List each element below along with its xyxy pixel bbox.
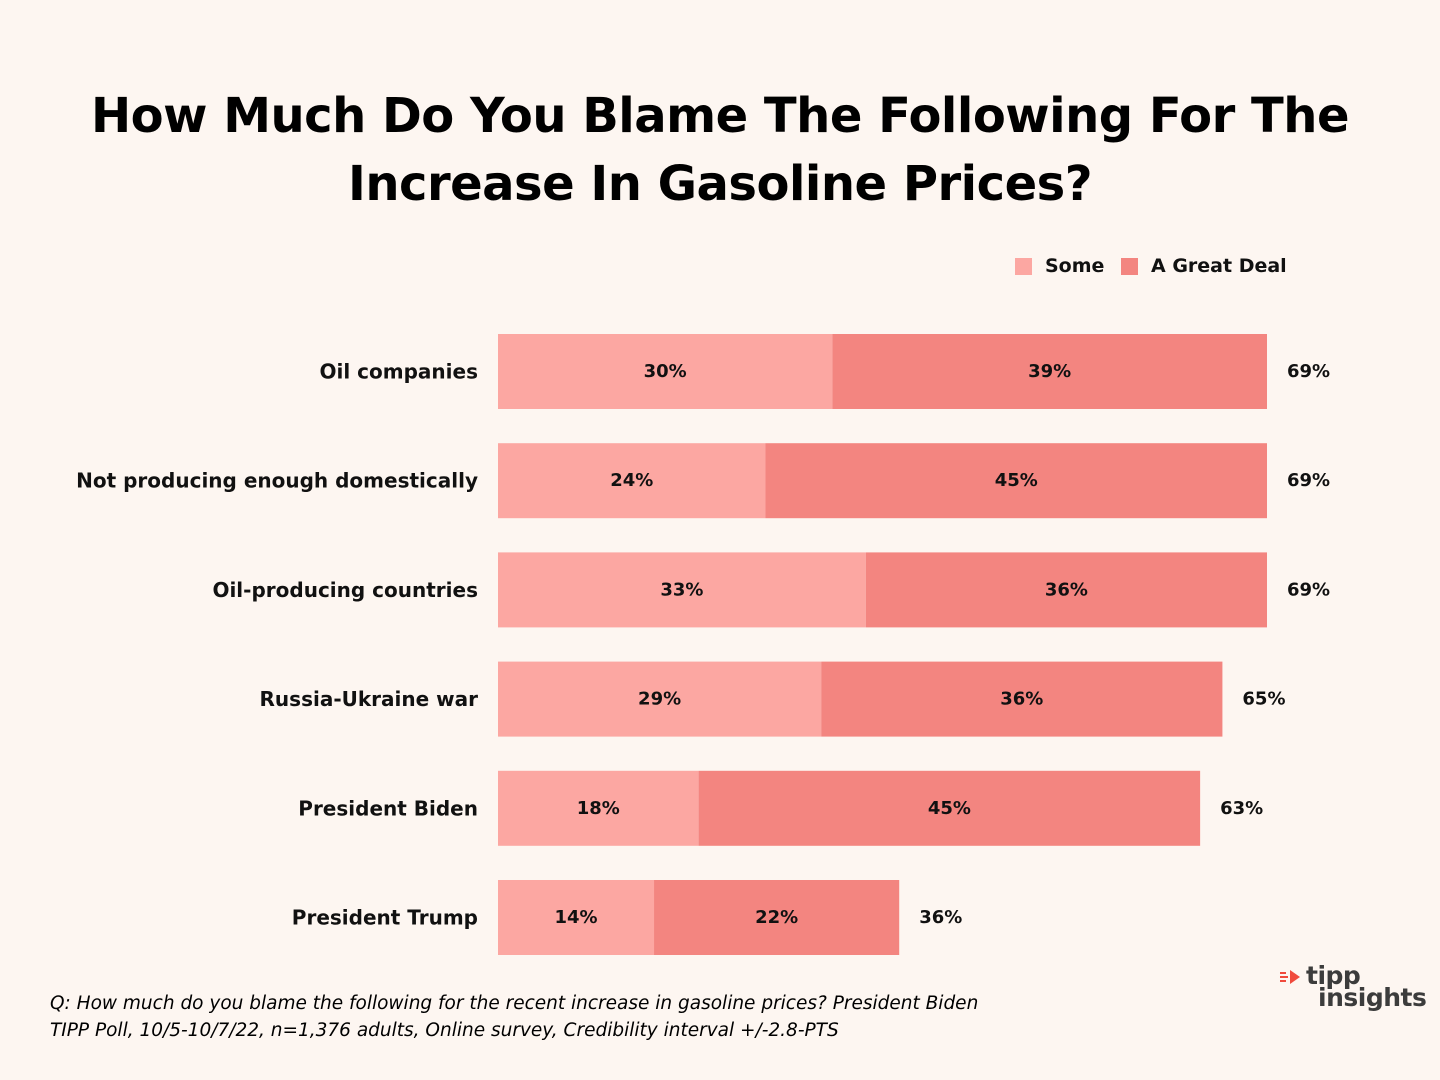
data-label-a-great-deal-oil-companies: 39% (1028, 361, 1071, 382)
category-label-not-producing-enough-domestically: Not producing enough domestically (76, 469, 478, 493)
survey-question: Q: How much do you blame the following f… (50, 993, 979, 1014)
total-label-oil-producing-countries: 69% (1287, 579, 1330, 600)
bar-a-great-deal-not-producing-enough-domestically (765, 443, 1267, 519)
logo-text-tipp: tipp (1306, 961, 1361, 990)
data-label-a-great-deal-russia-ukraine-war: 36% (1000, 689, 1043, 710)
data-label-some-not-producing-enough-domestically: 24% (610, 470, 653, 491)
total-label-not-producing-enough-domestically: 69% (1287, 470, 1330, 491)
total-label-president-biden: 63% (1220, 798, 1263, 819)
legend-label-some: Some (1045, 255, 1104, 277)
total-label-president-trump: 36% (919, 907, 962, 928)
chart-title: How Much Do You Blame The Following For … (0, 82, 1440, 218)
bar-some-oil-producing-countries (498, 552, 866, 628)
tipp-insights-logo: tipp insights (1280, 961, 1430, 1017)
legend-swatch-some (1015, 258, 1032, 275)
logo-arrow-icon (1280, 970, 1300, 984)
chart-title-line-1: How Much Do You Blame The Following For … (90, 88, 1350, 144)
bar-a-great-deal-president-trump (654, 880, 900, 955)
total-label-russia-ukraine-war: 65% (1242, 689, 1285, 710)
data-label-a-great-deal-oil-producing-countries: 36% (1045, 579, 1088, 600)
bar-some-president-trump (498, 880, 655, 955)
legend-swatch-a-great-deal (1121, 258, 1138, 275)
legend-label-a-great-deal: A Great Deal (1151, 255, 1287, 277)
total-label-oil-companies: 69% (1287, 361, 1330, 382)
data-label-some-russia-ukraine-war: 29% (638, 689, 681, 710)
bar-some-oil-companies (498, 334, 833, 409)
chart-footer: Q: How much do you blame the following f… (50, 990, 978, 1044)
survey-source: TIPP Poll, 10/5-10/7/22, n=1,376 adults,… (50, 1020, 839, 1041)
chart-title-line-2: Increase In Gasoline Prices? (347, 156, 1093, 212)
logo-text-insights: insights (1318, 983, 1427, 1012)
data-label-some-oil-companies: 30% (644, 361, 687, 382)
data-label-a-great-deal-president-trump: 22% (755, 907, 798, 928)
bar-a-great-deal-oil-companies (832, 334, 1267, 409)
category-label-president-trump: President Trump (292, 906, 478, 930)
bar-a-great-deal-oil-producing-countries (865, 552, 1267, 628)
bar-some-not-producing-enough-domestically (498, 443, 766, 519)
category-label-oil-producing-countries: Oil-producing countries (212, 578, 478, 602)
bar-a-great-deal-russia-ukraine-war (821, 661, 1223, 737)
category-label-president-biden: President Biden (298, 796, 478, 820)
category-label-russia-ukraine-war: Russia-Ukraine war (260, 687, 479, 711)
data-label-some-president-trump: 14% (554, 907, 597, 928)
data-label-some-president-biden: 18% (577, 798, 620, 819)
data-label-a-great-deal-president-biden: 45% (928, 798, 971, 819)
data-label-some-oil-producing-countries: 33% (660, 579, 703, 600)
category-label-oil-companies: Oil companies (320, 360, 479, 384)
bar-some-russia-ukraine-war (498, 661, 822, 737)
data-label-a-great-deal-not-producing-enough-domestically: 45% (995, 470, 1038, 491)
bar-a-great-deal-president-biden (698, 770, 1201, 846)
bar-some-president-biden (498, 770, 699, 846)
